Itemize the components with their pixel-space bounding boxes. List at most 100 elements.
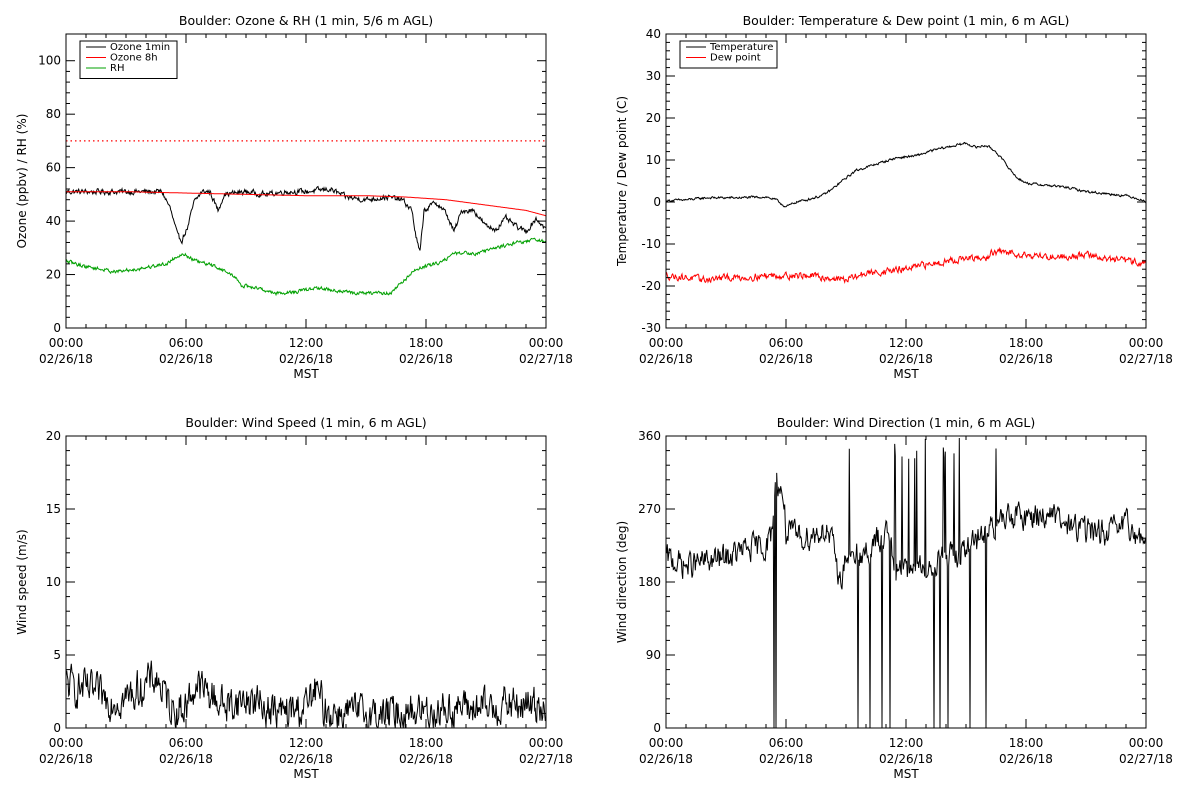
chart-title: Boulder: Wind Speed (1 min, 6 m AGL)	[185, 415, 426, 430]
y-axis-label: Temperature / Dew point (C)	[615, 96, 629, 267]
plot-area	[666, 141, 1146, 285]
x-tick-time: 00:00	[1129, 736, 1164, 750]
legend-label: Ozone 1min	[110, 42, 170, 53]
y-tick-label: 270	[638, 502, 661, 516]
y-tick-label: -30	[641, 321, 661, 335]
x-tick-time: 00:00	[649, 736, 684, 750]
x-tick-date: 02/27/18	[519, 752, 573, 766]
y-tick-label: 40	[46, 214, 61, 228]
y-tick-label: 100	[38, 54, 61, 68]
x-tick-time: 06:00	[769, 336, 804, 350]
y-tick-label: 0	[53, 321, 61, 335]
x-tick-time: 12:00	[889, 336, 924, 350]
y-tick-label: 180	[638, 575, 661, 589]
x-axis-label: MST	[893, 767, 919, 781]
x-tick-time: 06:00	[769, 736, 804, 750]
y-tick-label: 0	[653, 721, 661, 735]
x-tick-date: 02/26/18	[879, 752, 933, 766]
series-line-dew-point	[666, 246, 1146, 285]
x-tick-time: 06:00	[169, 736, 204, 750]
y-tick-label: 90	[646, 648, 661, 662]
y-tick-label: 40	[646, 27, 661, 41]
x-tick-date: 02/27/18	[519, 352, 573, 366]
plot-area	[66, 140, 546, 297]
y-tick-label: 5	[53, 648, 61, 662]
x-tick-time: 00:00	[529, 336, 564, 350]
y-tick-label: 0	[53, 721, 61, 735]
x-tick-time: 00:00	[1129, 336, 1164, 350]
x-tick-time: 18:00	[409, 336, 444, 350]
plot-area	[666, 437, 1146, 728]
y-tick-label: 80	[46, 107, 61, 121]
x-tick-date: 02/26/18	[159, 752, 213, 766]
y-tick-label: 10	[46, 575, 61, 589]
legend-label: Dew point	[710, 53, 761, 64]
x-tick-date: 02/26/18	[759, 352, 813, 366]
y-tick-label: 30	[646, 69, 661, 83]
y-tick-label: 60	[46, 161, 61, 175]
x-tick-time: 18:00	[1009, 336, 1044, 350]
x-tick-date: 02/26/18	[879, 352, 933, 366]
series-line-data	[66, 660, 546, 728]
y-tick-label: -20	[641, 279, 661, 293]
x-tick-time: 18:00	[409, 736, 444, 750]
x-tick-date: 02/26/18	[39, 752, 93, 766]
plot-frame	[665, 435, 1147, 729]
x-axis-label: MST	[893, 367, 919, 381]
x-tick-time: 12:00	[889, 736, 924, 750]
x-tick-date: 02/26/18	[999, 352, 1053, 366]
x-tick-date: 02/26/18	[279, 752, 333, 766]
x-tick-time: 00:00	[649, 336, 684, 350]
chart-ozone-rh: Boulder: Ozone & RH (1 min, 5/6 m AGL)02…	[15, 13, 573, 381]
legend-box	[679, 40, 778, 69]
x-tick-date: 02/26/18	[39, 352, 93, 366]
x-tick-time: 12:00	[289, 336, 324, 350]
chart-title: Boulder: Temperature & Dew point (1 min,…	[743, 13, 1070, 28]
x-tick-time: 06:00	[169, 336, 204, 350]
plot-frame	[665, 33, 1147, 329]
x-tick-time: 00:00	[49, 336, 84, 350]
x-tick-date: 02/26/18	[399, 752, 453, 766]
y-axis-label: Ozone (ppbv) / RH (%)	[15, 114, 29, 249]
x-tick-date: 02/26/18	[399, 352, 453, 366]
y-tick-label: 20	[646, 111, 661, 125]
series-line-ozone-1min	[66, 185, 546, 251]
y-tick-label: 20	[46, 268, 61, 282]
x-tick-date: 02/26/18	[759, 752, 813, 766]
x-axis-label: MST	[293, 767, 319, 781]
y-tick-label: 15	[46, 502, 61, 516]
y-axis-label: Wind speed (m/s)	[15, 529, 29, 634]
legend-label: RH	[110, 63, 124, 74]
x-tick-time: 12:00	[289, 736, 324, 750]
series-line-temperature	[666, 141, 1146, 208]
x-tick-date: 02/26/18	[999, 752, 1053, 766]
y-tick-label: 360	[638, 429, 661, 443]
y-tick-label: 20	[46, 429, 61, 443]
y-tick-label: 10	[646, 153, 661, 167]
chart-wind-direction: Boulder: Wind Direction (1 min, 6 m AGL)…	[615, 415, 1173, 781]
series-line-data	[666, 437, 1146, 728]
chart-title: Boulder: Ozone & RH (1 min, 5/6 m AGL)	[179, 13, 433, 28]
chart-temperature-dewpoint: Boulder: Temperature & Dew point (1 min,…	[615, 13, 1173, 381]
x-tick-time: 00:00	[529, 736, 564, 750]
x-tick-date: 02/27/18	[1119, 752, 1173, 766]
legend-label: Ozone 8h	[110, 53, 158, 64]
x-tick-date: 02/26/18	[639, 352, 693, 366]
x-tick-time: 00:00	[49, 736, 84, 750]
x-tick-time: 18:00	[1009, 736, 1044, 750]
series-line-ozone-8h	[66, 191, 546, 217]
x-tick-date: 02/27/18	[1119, 352, 1173, 366]
chart-wind-speed: Boulder: Wind Speed (1 min, 6 m AGL) 0 5 10…	[15, 415, 573, 781]
y-tick-label: -10	[641, 237, 661, 251]
chart-title: Boulder: Wind Direction (1 min, 6 m AGL)	[777, 415, 1035, 430]
y-axis-label: Wind direction (deg)	[615, 521, 629, 643]
x-tick-date: 02/26/18	[639, 752, 693, 766]
x-axis-label: MST	[293, 367, 319, 381]
series-line-rh	[66, 237, 546, 297]
legend-label: Temperature	[709, 42, 773, 53]
x-tick-date: 02/26/18	[279, 352, 333, 366]
x-tick-date: 02/26/18	[159, 352, 213, 366]
plot-area	[66, 660, 546, 728]
y-tick-label: 0	[653, 195, 661, 209]
